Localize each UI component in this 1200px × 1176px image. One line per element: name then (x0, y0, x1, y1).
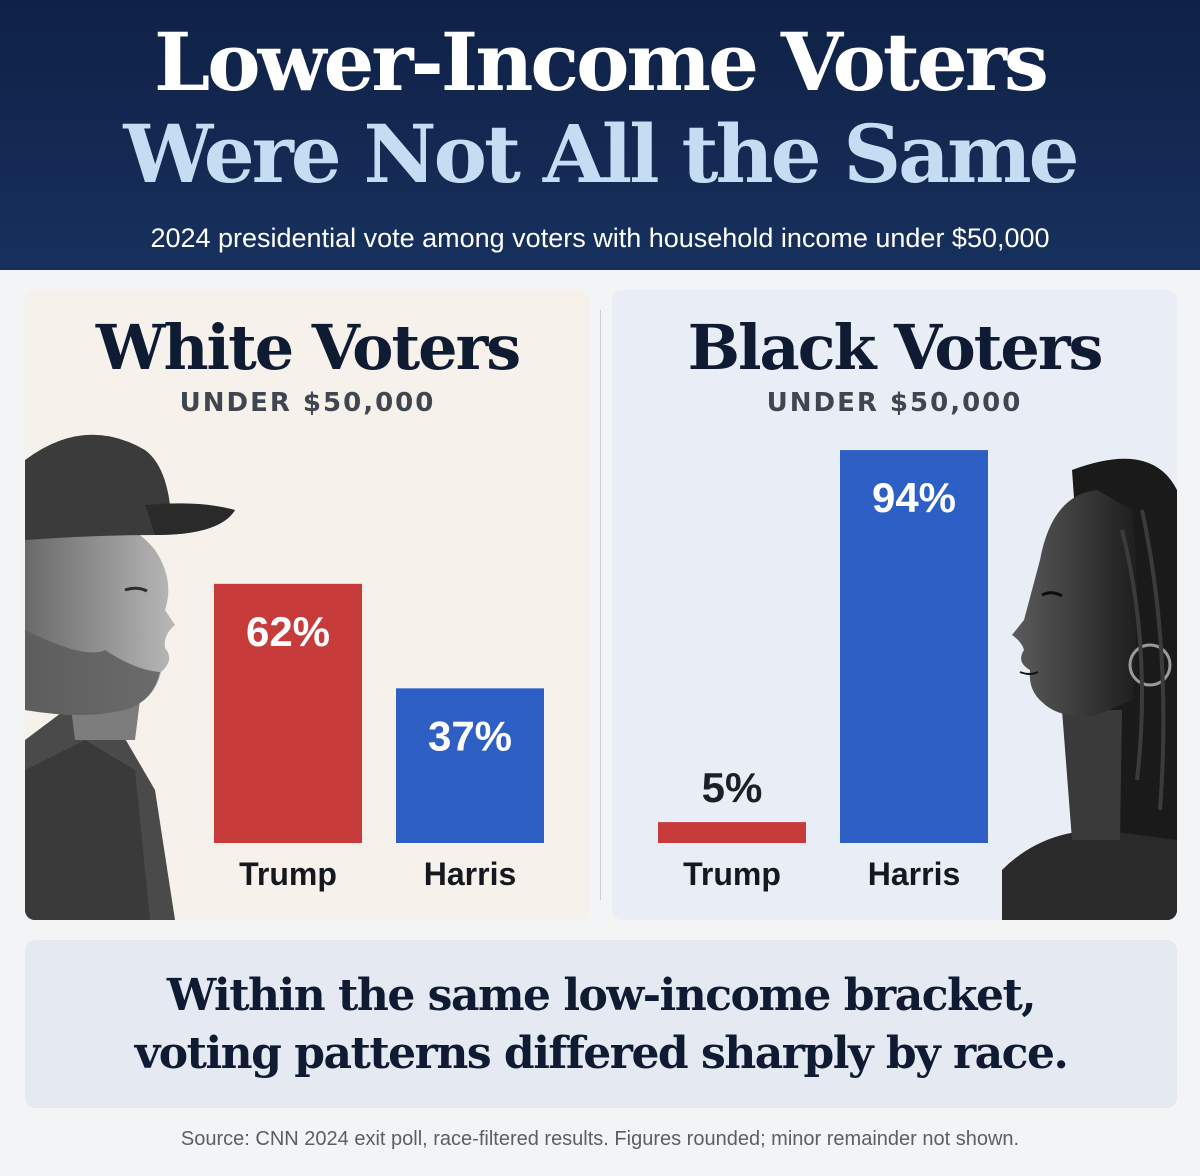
black-bar-harris (840, 450, 988, 843)
white-voters-bar-chart: 62% Trump 37% Harris (214, 583, 544, 892)
panel-title-white: White Voters (95, 311, 521, 384)
panel-title-black: Black Voters (687, 311, 1104, 384)
panel-divider (600, 310, 601, 900)
black-value-label-trump: 5% (702, 764, 763, 811)
woman-portrait-icon (1002, 458, 1177, 920)
black-bar-trump (658, 822, 806, 843)
white-bar-trump (214, 583, 362, 843)
header-banner: Lower-Income Voters Were Not All the Sam… (0, 0, 1200, 270)
white-voters-panel: White Voters UNDER $50,000 62% Trump 37% Ha… (25, 290, 590, 920)
panel-subtitle-white: UNDER $50,000 (179, 388, 436, 418)
title-line-2: Were Not All the Same (123, 107, 1079, 201)
conclusion-box: Within the same low-income bracket, voti… (25, 940, 1177, 1108)
subtitle: 2024 presidential vote among voters with… (150, 223, 1050, 253)
man-portrait-icon (25, 434, 235, 920)
conclusion-line-2: voting patterns differed sharply by race… (134, 1028, 1069, 1079)
black-voters-panel: Black Voters UNDER $50,000 5% Trump 94% Har… (612, 290, 1177, 920)
source-note: Source: CNN 2024 exit poll, race-filtere… (180, 1128, 1020, 1150)
white-value-label-trump: 62% (246, 608, 330, 655)
black-category-label-harris: Harris (868, 856, 961, 892)
black-voters-bar-chart: 5% Trump 94% Harris (658, 450, 988, 892)
title-line-1: Lower-Income Voters (154, 15, 1049, 109)
white-category-label-harris: Harris (424, 856, 517, 892)
white-category-label-trump: Trump (239, 856, 337, 892)
black-value-label-harris: 94% (872, 474, 956, 521)
white-bar-harris (396, 688, 544, 843)
black-category-label-trump: Trump (683, 856, 781, 892)
white-value-label-harris: 37% (428, 712, 512, 759)
panel-subtitle-black: UNDER $50,000 (766, 388, 1023, 418)
conclusion-line-1: Within the same low-income bracket, (166, 970, 1037, 1021)
